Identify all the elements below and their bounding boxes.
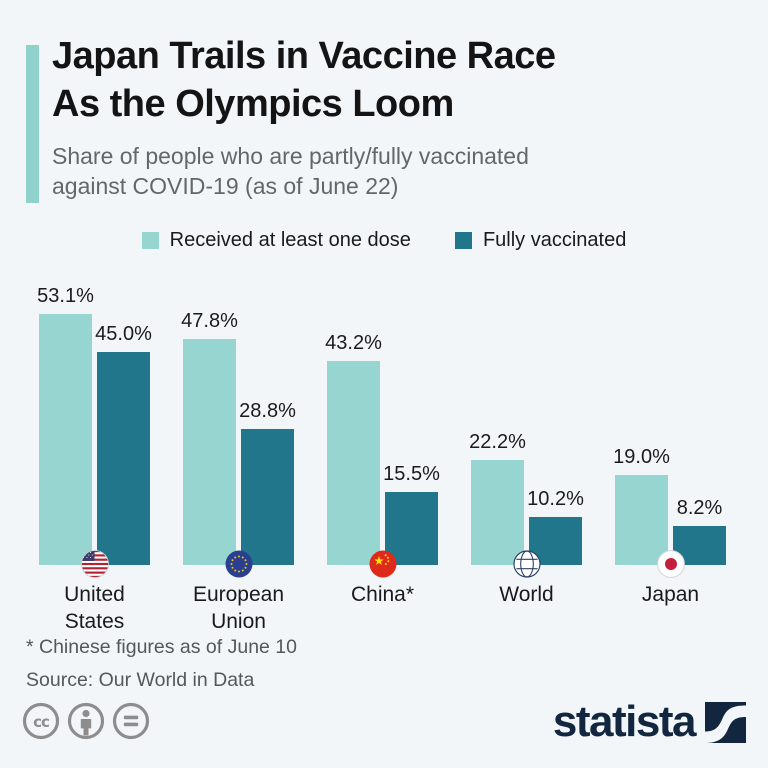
title-accent-bar — [26, 45, 39, 203]
bar-value-label: 8.2% — [676, 497, 723, 519]
bar-group-european-union: 47.8% 28.8% European Union — [181, 280, 296, 633]
bar-value-label: 15.5% — [383, 463, 440, 485]
subtitle: Share of people who are partly/fully vac… — [52, 143, 529, 199]
eu-flag-icon — [225, 550, 252, 578]
bar-group-japan: 19.0% 8.2% Japan — [613, 280, 726, 606]
svg-text:cc: cc — [33, 713, 49, 731]
bar-group-world: 22.2% 10.2% World — [469, 280, 584, 606]
legend: Received at least one dose Fully vaccina… — [0, 229, 768, 252]
statista-logo-icon — [705, 701, 746, 743]
bar-group-china: 43.2% 15.5% China* — [325, 280, 440, 606]
attribution-person-icon[interactable] — [66, 699, 106, 744]
bar-fully — [241, 429, 294, 565]
bar-value-label: 28.8% — [239, 400, 296, 422]
category-label: China* — [350, 583, 415, 606]
bar-fully — [385, 492, 438, 565]
bar-value-label: 53.1% — [37, 285, 94, 307]
bar-value-label: 19.0% — [613, 446, 670, 468]
bar-value-label: 10.2% — [527, 488, 584, 510]
bar-one-dose — [615, 475, 668, 565]
us-flag-icon — [80, 550, 109, 578]
category-label: World — [499, 583, 554, 606]
bar-value-label: 22.2% — [469, 431, 526, 453]
bar-fully — [97, 352, 150, 565]
legend-swatch-one-dose — [141, 232, 159, 249]
footnote-asterisk: * Chinese figures as of June 10 — [26, 636, 298, 658]
footnote: * Chinese figures as of June 10 Source: … — [26, 631, 297, 697]
legend-label-fully: Fully vaccinated — [482, 229, 627, 251]
source-line: Source: Our World in Data — [26, 669, 255, 691]
bar-one-dose — [471, 460, 524, 565]
bar-chart: 53.1% 45.0% — [0, 280, 768, 633]
bar-one-dose — [39, 314, 92, 565]
license-badges[interactable]: cc — [21, 699, 151, 744]
category-label: European Union — [192, 583, 285, 633]
bar-one-dose — [183, 339, 236, 565]
bar-one-dose — [327, 361, 380, 565]
legend-swatch-fully — [454, 232, 472, 249]
bar-value-label: 45.0% — [95, 323, 152, 345]
category-label: United States — [64, 583, 125, 633]
legend-label-one-dose: Received at least one dose — [169, 229, 411, 251]
statista-wordmark: statista — [552, 697, 697, 746]
equals-icon[interactable] — [111, 699, 151, 744]
legend-item-one-dose: Received at least one dose — [141, 229, 411, 252]
china-flag-icon — [369, 550, 396, 578]
category-label: Japan — [641, 583, 700, 606]
page-title: Japan Trails in Vaccine Race As the Olym… — [52, 35, 556, 125]
statista-logo[interactable]: statista — [553, 700, 746, 744]
bar-value-label: 43.2% — [325, 332, 382, 354]
cc-icon[interactable]: cc — [21, 699, 61, 744]
legend-item-fully: Fully vaccinated — [454, 229, 627, 252]
world-globe-icon — [512, 550, 541, 578]
japan-flag-icon — [656, 550, 685, 578]
bar-group-united-states: 53.1% 45.0% — [37, 280, 152, 633]
bar-value-label: 47.8% — [181, 310, 238, 332]
